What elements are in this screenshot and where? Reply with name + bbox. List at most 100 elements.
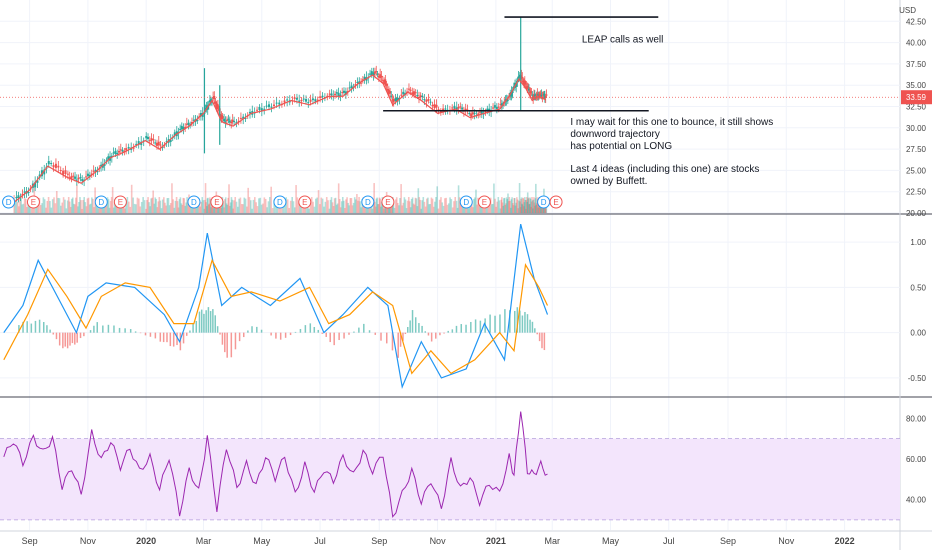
candle-body (370, 71, 373, 76)
candle-body (196, 120, 199, 122)
candle-body (267, 104, 270, 108)
macd-histogram-bar (536, 332, 538, 335)
volume-bar (378, 197, 381, 213)
macd-histogram-bar (205, 310, 207, 333)
macd-histogram-bar (96, 322, 98, 333)
volume-bar (238, 198, 240, 213)
volume-bar (360, 207, 362, 213)
chart-annotation: owned by Buffett. (570, 176, 647, 187)
volume-bar (26, 207, 28, 213)
volume-bar (350, 198, 353, 213)
macd-histogram-bar (275, 332, 277, 339)
macd-histogram-bar (260, 329, 263, 333)
candle-body (145, 136, 148, 139)
dividend-marker[interactable] (459, 195, 473, 209)
volume-bar (522, 198, 525, 213)
earnings-marker[interactable] (26, 195, 40, 209)
volume-bar (107, 199, 110, 213)
volume-bar (18, 206, 20, 213)
earnings-marker[interactable] (298, 195, 312, 209)
moving-average-line (13, 74, 546, 204)
macd-axis-tick-label: 1.00 (910, 238, 926, 247)
earnings-marker[interactable] (549, 195, 563, 209)
macd-panel[interactable] (3, 223, 549, 390)
macd-histogram-bar (176, 332, 178, 346)
rsi-panel[interactable] (0, 411, 900, 521)
volume-bar (353, 197, 356, 213)
candle-body (305, 99, 308, 102)
volume-bar (55, 191, 58, 213)
candle-body (54, 163, 57, 168)
dividend-marker[interactable] (94, 195, 108, 209)
volume-bar (523, 202, 526, 213)
candle-body (43, 169, 46, 175)
volume-bar (30, 208, 33, 213)
candle-body (244, 117, 247, 119)
volume-bar (227, 197, 229, 213)
macd-histogram-bar (534, 328, 536, 333)
volume-bar (529, 197, 531, 213)
volume-bar (337, 183, 340, 213)
volume-bar (129, 206, 132, 213)
dividend-marker[interactable] (2, 195, 16, 209)
macd-axis-tick-label: 0.50 (910, 283, 926, 292)
macd-histogram-bar (169, 332, 172, 347)
volume-bar (166, 198, 169, 213)
earnings-marker[interactable] (210, 195, 224, 209)
dividend-marker[interactable] (187, 195, 201, 209)
volume-bar (471, 201, 473, 213)
volume-bar (150, 198, 152, 213)
macd-histogram-bar (216, 326, 219, 333)
volume-bar (492, 203, 494, 213)
volume-bar (50, 207, 53, 213)
macd-histogram-bar (455, 325, 458, 333)
volume-bar (518, 200, 520, 213)
candle-body (369, 73, 372, 75)
volume-bar (518, 183, 521, 213)
macd-histogram-bar (284, 332, 287, 338)
volume-bar (460, 205, 463, 213)
earnings-marker[interactable] (381, 195, 395, 209)
volume-bar (374, 206, 377, 213)
macd-histogram-bar (207, 307, 210, 333)
macd-histogram-bar (411, 310, 414, 333)
volume-bar (111, 187, 114, 213)
volume-bar (286, 199, 289, 213)
candle-body (233, 121, 236, 123)
macd-histogram-bar (200, 309, 203, 333)
event-marker-label: D (541, 198, 547, 207)
volume-bar (64, 199, 66, 213)
candle-body (314, 99, 317, 102)
event-marker-label: E (302, 198, 307, 207)
volume-bar (476, 204, 478, 213)
candle-body (387, 89, 390, 94)
candle-body (173, 132, 176, 136)
candle-body (383, 80, 386, 84)
volume-bar (232, 208, 234, 213)
macd-histogram-bar (299, 328, 302, 333)
macd-histogram-bar (279, 332, 282, 340)
dividend-marker[interactable] (273, 195, 287, 209)
macd-histogram-bar (317, 329, 320, 333)
candle-body (390, 95, 393, 97)
volume-bar (405, 208, 408, 213)
volume-bar (14, 200, 17, 213)
volume-bar (331, 202, 334, 213)
volume-bar (177, 207, 180, 213)
candle-body (70, 176, 73, 179)
volume-bar (291, 197, 294, 213)
earnings-marker[interactable] (477, 195, 491, 209)
macd-histogram-bar (439, 332, 441, 336)
candle-body (431, 105, 434, 107)
earnings-marker[interactable] (113, 195, 127, 209)
volume-bar (65, 208, 68, 213)
volume-bar (414, 197, 417, 213)
price-axis-tick-label: 22.50 (906, 188, 927, 197)
candle-body (517, 76, 520, 79)
volume-bar (525, 200, 528, 213)
macd-histogram-bar (460, 324, 463, 333)
dividend-marker[interactable] (361, 195, 375, 209)
